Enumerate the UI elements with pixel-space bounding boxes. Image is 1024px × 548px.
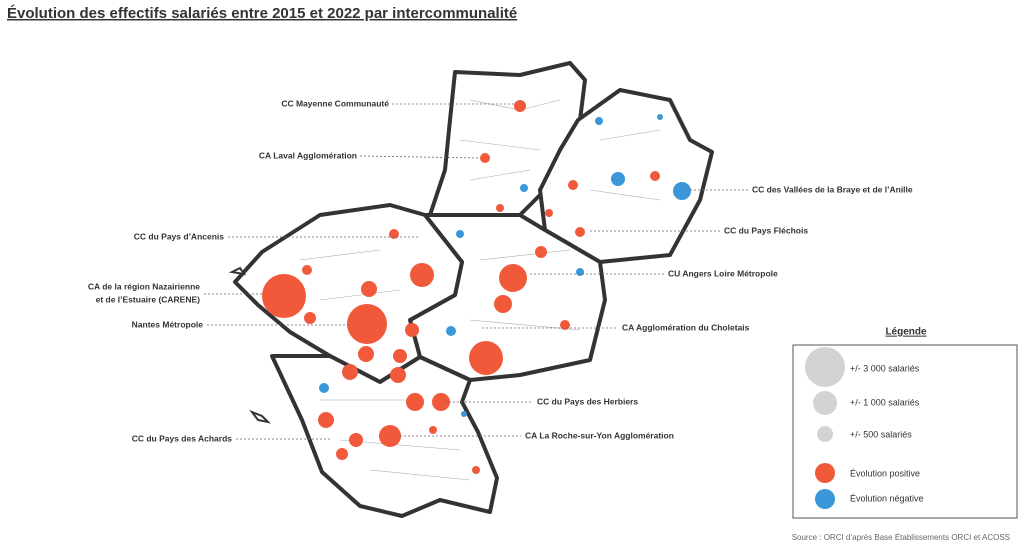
label: CC du Pays des Achards — [132, 433, 233, 443]
legend-label: Évolution positive — [850, 468, 920, 478]
bubble — [347, 304, 387, 344]
legend-color — [815, 489, 835, 509]
bubble — [410, 263, 434, 287]
label: CC du Pays des Herbiers — [537, 396, 638, 406]
sarthe — [538, 88, 714, 264]
bubble — [349, 433, 363, 447]
bubble — [499, 264, 527, 292]
bubble — [406, 393, 424, 411]
bubble — [390, 367, 406, 383]
bubble — [393, 349, 407, 363]
islands — [228, 266, 272, 424]
loire-atlantique — [233, 203, 464, 384]
legend-size — [817, 426, 833, 442]
bubble — [361, 281, 377, 297]
bubble — [576, 268, 584, 276]
bubble — [319, 383, 329, 393]
bubble — [472, 466, 480, 474]
legend-size — [813, 391, 837, 415]
bubble — [575, 227, 585, 237]
label: CC Mayenne Communauté — [281, 98, 389, 108]
bubble — [535, 246, 547, 258]
bubble — [336, 448, 348, 460]
label: CA de la région Nazairienne — [88, 281, 200, 291]
label: CU Angers Loire Métropole — [668, 268, 778, 278]
labels: CC Mayenne Communauté CA Laval Aggloméra… — [88, 98, 913, 443]
bubble — [514, 100, 526, 112]
bubble — [379, 425, 401, 447]
bubble — [262, 274, 306, 318]
label: CA Agglomération du Choletais — [622, 322, 750, 332]
bubble — [480, 153, 490, 163]
bubble — [560, 320, 570, 330]
legend: Légende +/- 3 000 salariés +/- 1 000 sal… — [792, 327, 1018, 519]
bubble — [520, 184, 528, 192]
bubble — [304, 312, 316, 324]
leader — [359, 155, 481, 159]
legend-title: Légende — [885, 327, 927, 338]
legend-label: +/- 1 000 salariés — [850, 397, 920, 407]
bubble — [461, 411, 467, 417]
label: Nantes Métropole — [132, 319, 204, 329]
bubble — [432, 393, 450, 411]
label: CC des Vallées de la Braye et de l’Anill… — [752, 184, 913, 194]
label: CA La Roche-sur-Yon Agglomération — [525, 430, 674, 440]
bubble — [389, 229, 399, 239]
bubble — [446, 326, 456, 336]
legend-color — [815, 463, 835, 483]
legend-label: +/- 3 000 salariés — [850, 363, 920, 373]
legend-size — [805, 347, 845, 387]
bubble — [595, 117, 603, 125]
label: CA Laval Agglomération — [259, 150, 357, 160]
bubble — [657, 114, 663, 120]
bubble — [650, 171, 660, 181]
bubble — [429, 426, 437, 434]
bubbles — [262, 100, 691, 474]
bubble — [673, 182, 691, 200]
source: Source : ORCI d’après Base Établissement… — [792, 533, 1010, 542]
label: CC du Pays Fléchois — [724, 225, 808, 235]
legend-label: Évolution négative — [850, 493, 924, 503]
bubble — [405, 323, 419, 337]
bubble — [611, 172, 625, 186]
bubble — [469, 341, 503, 375]
label: CC du Pays d’Ancenis — [134, 231, 224, 241]
title: Évolution des effectifs salariés entre 2… — [7, 5, 517, 22]
bubble — [568, 180, 578, 190]
label: et de l’Estuaire (CARENE) — [96, 294, 201, 304]
legend-label: +/- 500 salariés — [850, 429, 912, 439]
bubble — [496, 204, 504, 212]
bubble — [302, 265, 312, 275]
bubble — [342, 364, 358, 380]
bubble — [494, 295, 512, 313]
bubble — [456, 230, 464, 238]
bubble — [318, 412, 334, 428]
bubble — [545, 209, 553, 217]
bubble — [358, 346, 374, 362]
